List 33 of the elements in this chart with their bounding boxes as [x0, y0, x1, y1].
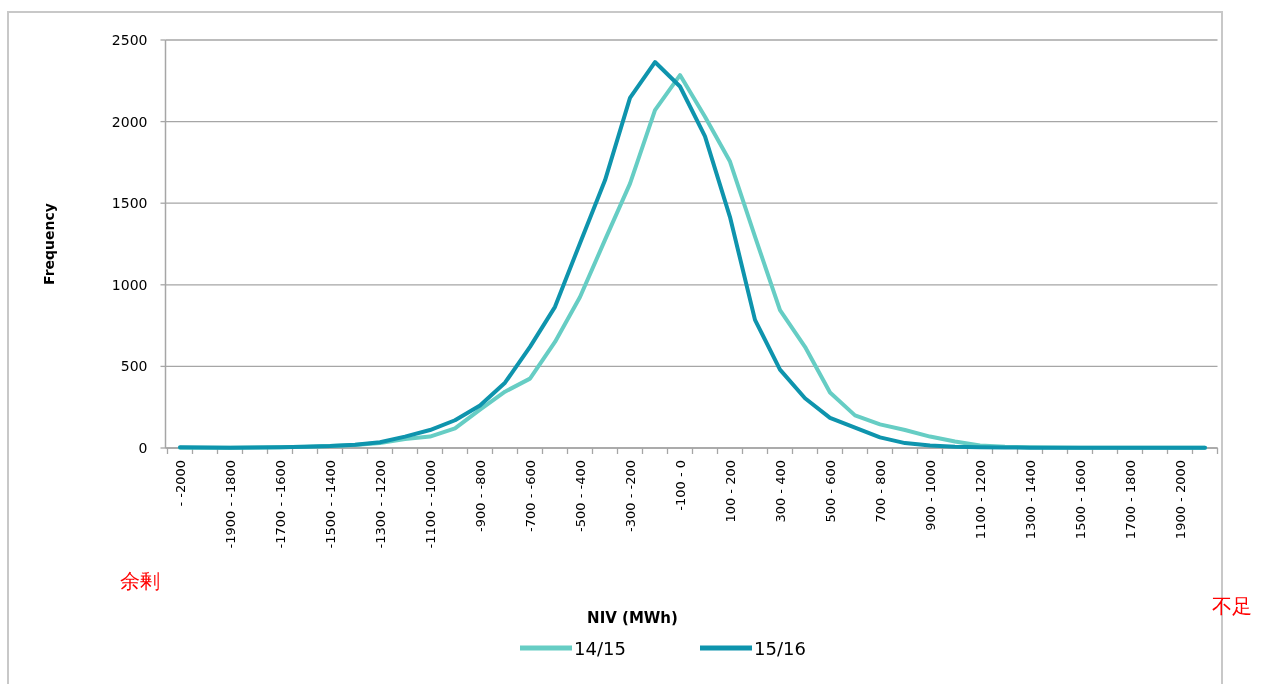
x-tick-label: -1300 - -1200	[373, 460, 388, 549]
x-tick-label: -300 - -200	[623, 460, 638, 532]
x-tick-label: 500 - 600	[823, 460, 838, 523]
x-tick-label: -700 - -600	[523, 460, 538, 532]
x-tick-label: -1700 - -1600	[273, 460, 288, 549]
y-tick-label: 2000	[111, 113, 148, 130]
y-tick-label: 1500	[111, 195, 148, 212]
x-tick-label: 700 - 800	[873, 460, 888, 523]
x-tick-label: -500 - -400	[573, 460, 588, 532]
x-tick-label: 1900 - 2000	[1173, 460, 1188, 540]
x-axis-title: NIV (MWh)	[587, 609, 678, 627]
legend-label: 15/16	[754, 638, 806, 659]
x-tick-label: 300 - 400	[773, 460, 788, 523]
x-tick-label: -100 - 0	[673, 460, 688, 511]
legend-label: 14/15	[574, 638, 626, 659]
y-axis-title: Frequency	[41, 203, 57, 285]
x-tick-label: 1500 - 1600	[1073, 460, 1088, 540]
y-tick-label: 0	[138, 440, 148, 456]
x-tick-label: -1900 - -1800	[223, 460, 238, 549]
x-tick-label: 1300 - 1400	[1023, 460, 1038, 540]
x-tick-label: -1500 - -1400	[323, 460, 338, 549]
y-tick-label: 2500	[111, 32, 148, 48]
x-tick-label: - -2000	[173, 460, 188, 507]
x-tick-label: 100 - 200	[723, 460, 738, 523]
x-tick-label: -1100 - -1000	[423, 460, 438, 549]
x-tick-label: 900 - 1000	[923, 460, 938, 531]
x-tick-label: 1100 - 1200	[973, 460, 988, 540]
y-tick-label: 1000	[111, 276, 148, 293]
x-tick-label: -900 - -800	[473, 460, 488, 532]
y-tick-label: 500	[120, 358, 148, 375]
text: 余剰	[120, 569, 160, 593]
x-tick-label: 1700 - 1800	[1123, 460, 1138, 540]
text: 不足	[1212, 594, 1252, 618]
